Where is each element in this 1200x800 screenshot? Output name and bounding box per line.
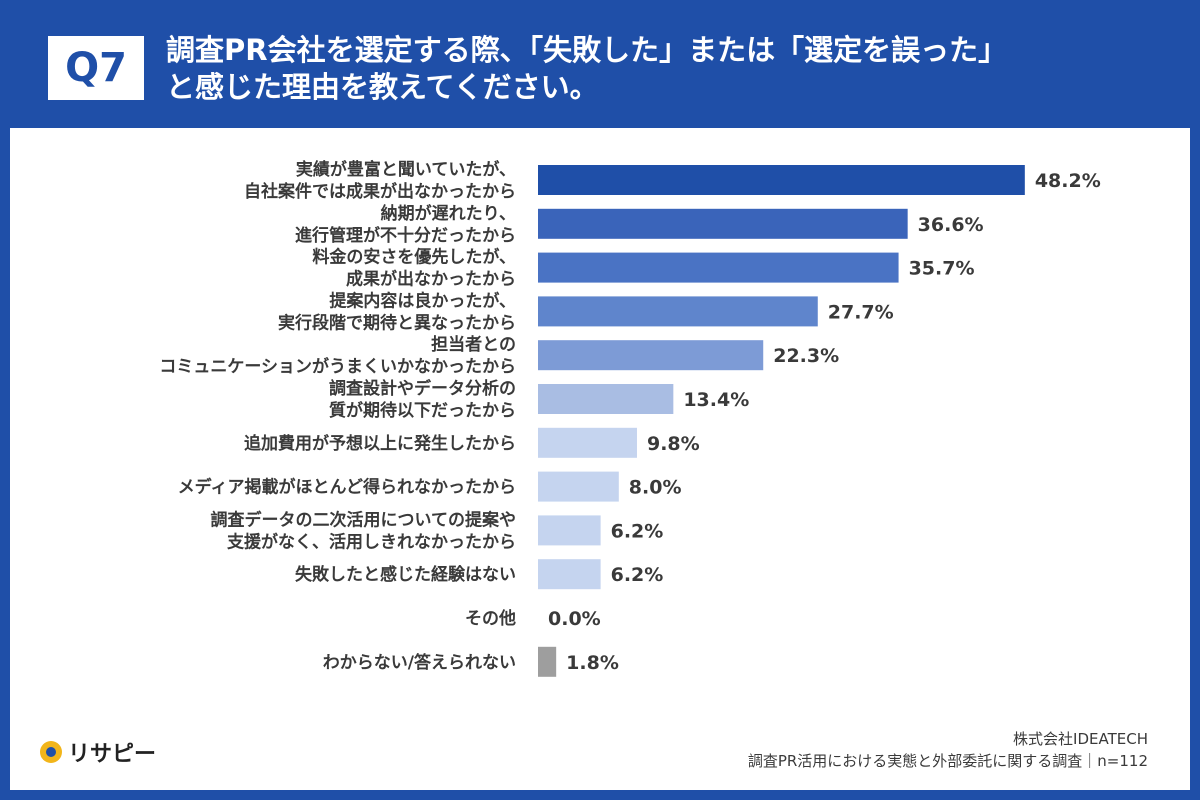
bar-12	[538, 646, 557, 677]
brand-pin-icon	[40, 741, 62, 763]
value-label-7: 9.8%	[647, 433, 700, 455]
bar-3	[538, 252, 899, 283]
category-label-2-1: 納期が遅れたり、	[381, 203, 516, 224]
value-label-3: 35.7%	[909, 258, 975, 280]
bar-7	[538, 427, 637, 458]
category-label-4-1: 提案内容は良かったが、	[329, 290, 516, 311]
category-label-9-1: 調査データの二次活用についての提案や	[211, 509, 517, 530]
category-label-11-1: その他	[465, 608, 516, 629]
category-label-5-2: コミュニケーションがうまくいかなかったから	[159, 356, 516, 377]
bar-1	[538, 165, 1025, 195]
category-label-3-2: 成果が出なかったから	[346, 269, 516, 290]
value-label-4: 27.7%	[828, 301, 894, 323]
source-note: 株式会社IDEATECH 調査PR活用における実態と外部委託に関する調査｜n=1…	[748, 728, 1148, 772]
category-label-6-2: 質が期待以下だったから	[329, 400, 516, 421]
value-label-2: 36.6%	[918, 214, 984, 236]
brand-name: リサピー	[68, 742, 157, 767]
bar-5	[538, 340, 764, 371]
value-label-6: 13.4%	[683, 389, 749, 411]
category-label-10-1: 失敗したと感じた経験はない	[295, 564, 516, 585]
question-badge: Q7	[48, 36, 144, 100]
category-label-2-2: 進行管理が不十分だったから	[295, 225, 516, 246]
value-label-11: 0.0%	[548, 608, 601, 630]
bar-2	[538, 208, 908, 239]
value-label-10: 6.2%	[611, 564, 664, 586]
page-title: 調査PR会社を選定する際、「失敗した」または「選定を誤った」 と感じた理由を教え…	[166, 32, 1166, 106]
bar-4	[538, 296, 818, 327]
value-label-9: 6.2%	[611, 520, 664, 542]
value-label-1: 48.2%	[1035, 170, 1101, 192]
source-survey: 調査PR活用における実態と外部委託に関する調査｜n=112	[747, 752, 1148, 770]
category-label-5-1: 担当者との	[431, 334, 516, 355]
bar-9	[538, 515, 601, 546]
category-label-8-1: メディア掲載がほとんど得られなかったから	[178, 477, 516, 498]
category-label-1-1: 実績が豊富と聞いていたが、	[296, 159, 516, 180]
category-label-7-1: 追加費用が予想以上に発生したから	[244, 433, 516, 454]
category-label-9-2: 支援がなく、活用しきれなかったから	[227, 531, 516, 552]
category-label-1-2: 自社案件では成果が出なかったから	[244, 181, 516, 202]
category-label-12-1: わからない/答えられない	[323, 652, 516, 673]
title-line-1: 調査PR会社を選定する際、「失敗した」または「選定を誤った」	[166, 33, 1008, 67]
bar-10	[538, 559, 601, 590]
value-label-5: 22.3%	[773, 345, 839, 367]
category-label-3-1: 料金の安さを優先したが、	[312, 247, 516, 268]
category-label-6-1: 調査設計やデータ分析の	[329, 378, 516, 399]
value-label-12: 1.8%	[566, 652, 619, 674]
value-label-8: 8.0%	[629, 477, 682, 499]
source-company: 株式会社IDEATECH	[1013, 730, 1148, 748]
bar-8	[538, 471, 619, 502]
header: Q7 調査PR会社を選定する際、「失敗した」または「選定を誤った」 と感じた理由…	[0, 0, 1200, 128]
title-line-2: と感じた理由を教えてください。	[166, 70, 599, 104]
brand-logo: リサピー	[40, 736, 156, 768]
bar-6	[538, 384, 674, 414]
category-label-4-2: 実行段階で期待と異なったから	[278, 312, 516, 333]
